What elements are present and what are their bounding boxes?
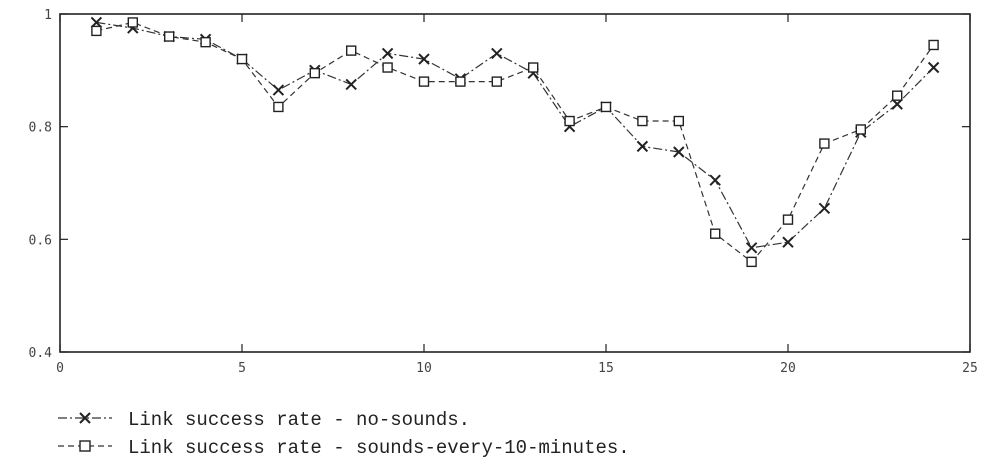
data-point-square bbox=[564, 115, 575, 127]
x-tick-label: 25 bbox=[962, 361, 978, 376]
plot-frame bbox=[59, 13, 971, 353]
data-point-square bbox=[746, 256, 757, 268]
data-point-square bbox=[600, 101, 612, 113]
data-point-x bbox=[818, 202, 831, 215]
data-point-square bbox=[819, 138, 830, 149]
legend-square-marker bbox=[79, 440, 91, 452]
data-point-x bbox=[272, 84, 285, 96]
y-tick-labels: 0.4 0.6 0.8 1 bbox=[29, 8, 53, 361]
legend-label-sounds: Link success rate - sounds-every-10-minu… bbox=[128, 437, 630, 459]
data-point-square bbox=[91, 25, 102, 37]
data-point-square bbox=[127, 17, 139, 28]
data-point-x bbox=[745, 242, 758, 254]
data-point-square bbox=[200, 36, 211, 48]
series-2 bbox=[91, 17, 939, 268]
data-point-square bbox=[710, 228, 721, 239]
legend-item-no-sounds: Link success rate - no-sounds. bbox=[58, 409, 470, 431]
x-tick-label: 15 bbox=[598, 361, 614, 376]
data-point-square bbox=[637, 115, 648, 127]
data-point-square bbox=[855, 124, 866, 135]
data-point-square bbox=[309, 67, 320, 79]
data-point-square bbox=[455, 76, 466, 87]
data-point-x bbox=[709, 174, 721, 186]
data-point-square bbox=[673, 115, 684, 127]
x-tick-label: 0 bbox=[56, 361, 64, 376]
data-point-x bbox=[927, 61, 940, 74]
data-point-x bbox=[636, 140, 649, 153]
data-point-square bbox=[163, 31, 175, 42]
legend-item-sounds: Link success rate - sounds-every-10-minu… bbox=[58, 437, 630, 459]
data-point-square bbox=[346, 45, 357, 56]
x-tick-label: 20 bbox=[780, 361, 796, 376]
data-point-x bbox=[673, 146, 685, 158]
legend: Link success rate - no-sounds. Link succ… bbox=[58, 409, 630, 459]
series-line bbox=[96, 21, 935, 249]
legend-label-no-sounds: Link success rate - no-sounds. bbox=[128, 409, 470, 431]
data-point-square bbox=[892, 90, 903, 101]
series-group bbox=[90, 16, 940, 268]
data-point-x bbox=[381, 47, 394, 60]
data-point-x bbox=[345, 78, 357, 91]
series-1 bbox=[90, 16, 940, 254]
x-tick-label: 10 bbox=[416, 361, 432, 376]
data-point-square bbox=[782, 214, 794, 225]
data-point-square bbox=[528, 62, 539, 73]
data-point-square bbox=[491, 76, 502, 87]
data-point-square bbox=[236, 53, 248, 65]
data-point-x bbox=[782, 236, 794, 248]
data-point-x bbox=[418, 53, 430, 65]
y-tick-label: 0.4 bbox=[29, 346, 53, 361]
y-tick-label: 0.6 bbox=[29, 233, 52, 248]
y-tick-label: 0.8 bbox=[29, 121, 52, 136]
data-point-square bbox=[382, 62, 393, 73]
data-point-square bbox=[928, 39, 939, 51]
x-tick-labels: 0 5 10 15 20 25 bbox=[56, 361, 978, 376]
data-point-square bbox=[273, 101, 284, 113]
axis-ticks bbox=[59, 13, 971, 353]
x-tick-label: 5 bbox=[238, 361, 246, 376]
legend-x-marker bbox=[79, 412, 91, 424]
data-point-x bbox=[491, 47, 503, 60]
y-tick-label: 1 bbox=[44, 8, 52, 23]
data-point-square bbox=[418, 76, 430, 87]
series-line bbox=[96, 21, 935, 263]
